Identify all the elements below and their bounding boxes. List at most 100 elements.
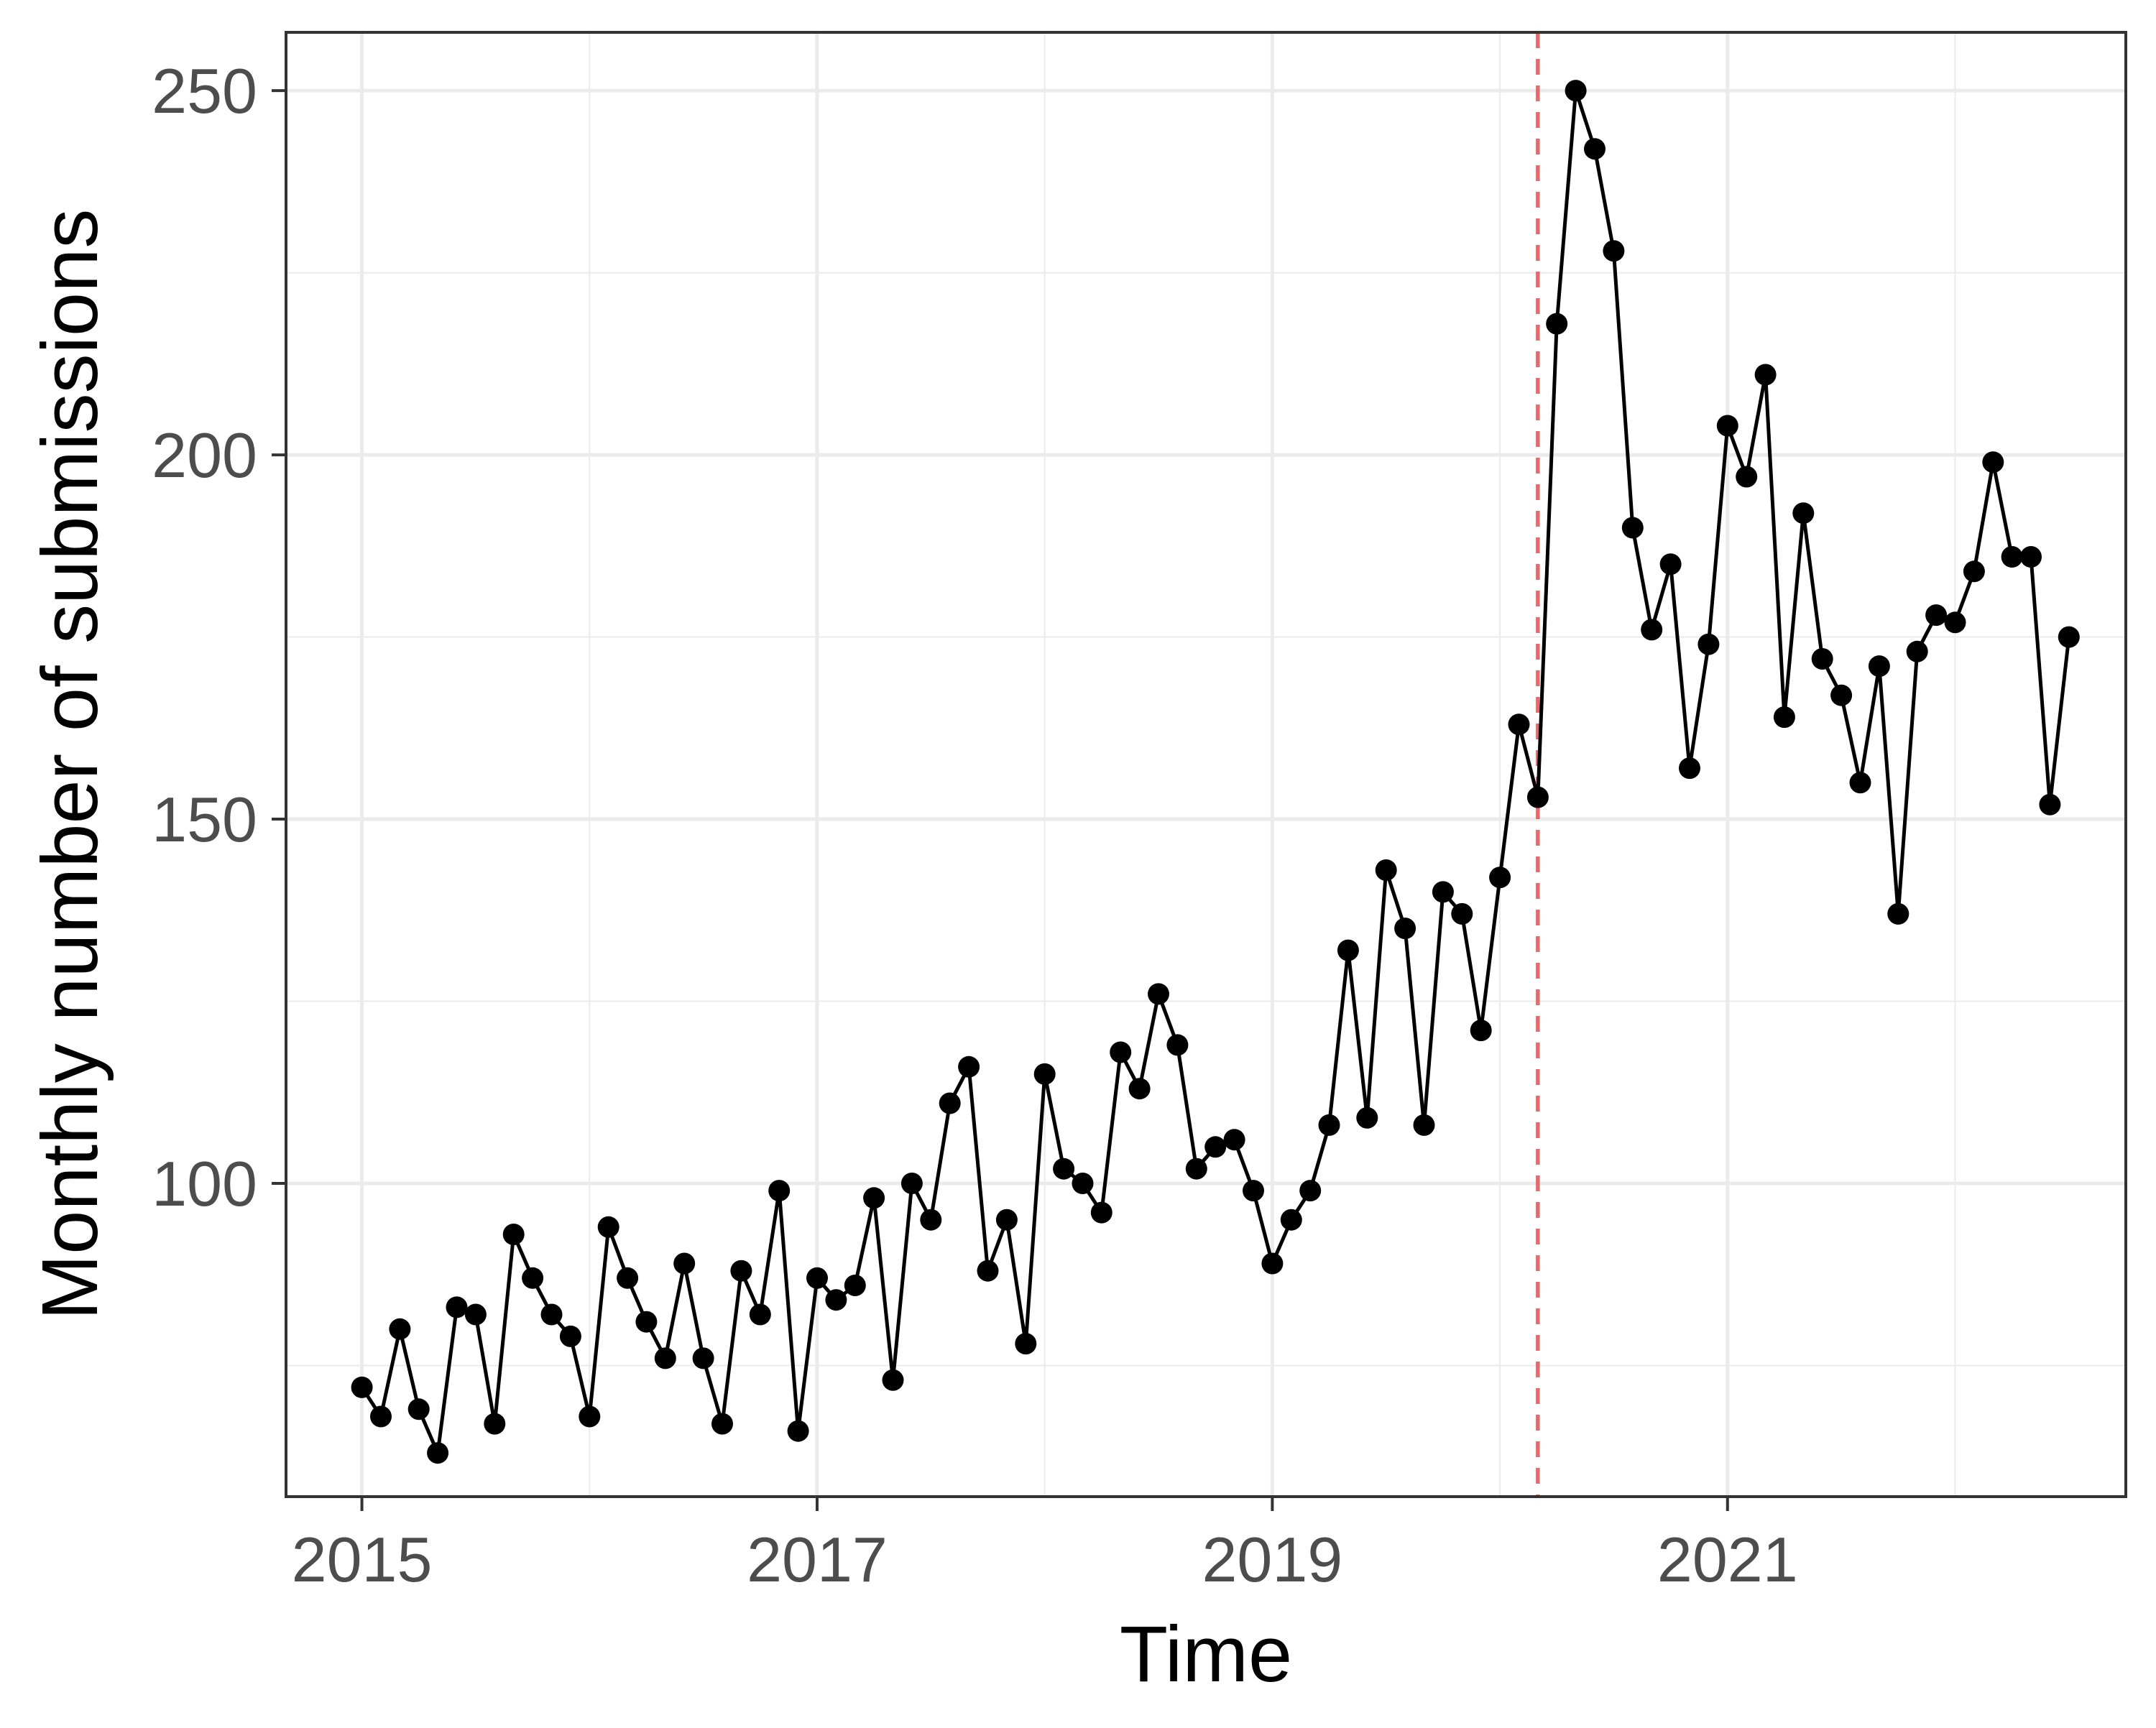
data-point [1243,1180,1264,1202]
data-point [1033,1063,1056,1085]
data-point [1375,859,1397,881]
data-point [1830,684,1853,706]
y-axis-title: Monthly number of submissions [26,209,114,1321]
data-point [977,1260,999,1282]
panel-border [285,31,2127,1498]
data-point [1280,1209,1302,1231]
data-point [1963,560,1985,583]
data-point [1489,867,1511,889]
data-point [540,1303,563,1326]
data-point [1204,1136,1227,1158]
data-point [407,1398,430,1420]
series-layer [351,80,2080,1464]
data-point [579,1405,601,1428]
data-point [351,1376,373,1398]
data-point [1185,1158,1207,1180]
data-point [522,1267,544,1289]
data-point [1736,466,1758,488]
data-point [1641,619,1663,641]
data-point [2020,546,2042,568]
data-point [1166,1034,1189,1056]
data-point [1887,902,1909,925]
data-point [692,1347,714,1369]
data-point [787,1420,809,1442]
data-point [1621,517,1644,539]
data-point [863,1187,885,1209]
data-point [673,1252,696,1275]
data-point [1565,80,1587,102]
data-point [1110,1041,1132,1063]
data-point [1982,451,2004,473]
data-point [654,1347,676,1369]
axis-labels: Time Monthly number of submissions [26,209,1292,1699]
data-point [635,1311,658,1333]
panel-border-layer [285,31,2127,1498]
data-point [1925,604,1948,627]
data-point [882,1369,904,1391]
data-point [1811,648,1833,670]
y-tick-label: 150 [152,784,257,855]
data-point [1356,1106,1378,1129]
gridlines [286,32,2126,1497]
data-point [370,1405,392,1428]
data-point [1754,364,1777,386]
data-point [1546,313,1568,335]
data-point [1659,553,1682,576]
data-point [1679,757,1700,780]
data-point [730,1260,752,1282]
data-point [1906,640,1928,662]
data-point [1394,918,1416,940]
data-point [958,1055,980,1078]
data-point [1337,939,1359,961]
data-point [1223,1129,1245,1151]
data-point [1015,1333,1037,1355]
data-point [464,1303,487,1326]
data-point [1526,786,1549,808]
tick-layer: 2015 2017 2019 2021 100 150 200 250 [152,55,1797,1595]
data-point [1072,1173,1094,1194]
data-point [1508,713,1530,736]
data-point [900,1173,923,1194]
data-point [920,1209,942,1231]
data-point [502,1224,525,1245]
data-point [1413,1114,1435,1136]
y-tick-label: 200 [152,420,257,491]
data-point [559,1325,581,1347]
y-tick-label: 250 [152,55,257,126]
x-axis-title: Time [1120,1610,1292,1699]
data-point [1792,502,1815,525]
data-point [1053,1158,1075,1180]
data-point [1432,881,1454,903]
x-tick-label: 2019 [1202,1524,1342,1595]
data-point [1090,1201,1112,1224]
data-point [1128,1078,1151,1100]
data-point [806,1267,828,1289]
data-point [2058,626,2080,648]
data-point [484,1413,506,1435]
data-point [939,1092,961,1114]
data-point [1603,240,1625,262]
data-point [1716,415,1738,437]
data-point [1849,772,1871,794]
data-point [446,1296,468,1318]
data-point [768,1180,791,1202]
data-point [1148,983,1169,1005]
data-point [1868,655,1890,678]
data-point [1299,1180,1322,1202]
data-point [749,1303,771,1326]
data-point [1773,706,1795,729]
x-tick-label: 2017 [747,1524,888,1595]
data-point [844,1275,866,1296]
data-point [825,1289,847,1311]
data-point [995,1209,1018,1231]
data-point [2001,546,2023,568]
data-point [597,1216,619,1238]
data-point [2039,793,2061,816]
data-point [1470,1020,1492,1042]
data-point [1584,138,1606,160]
x-tick-label: 2015 [292,1524,433,1595]
data-point [1944,611,1966,634]
plot-panel [286,32,2126,1497]
